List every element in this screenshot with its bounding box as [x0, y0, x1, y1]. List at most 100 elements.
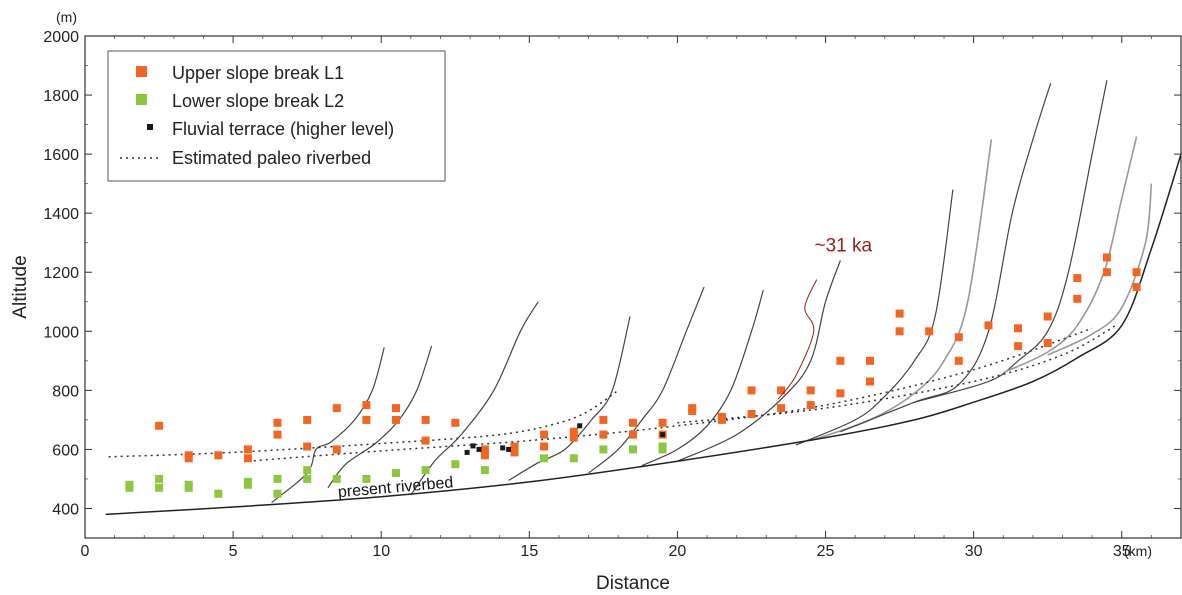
- upper-point: [806, 401, 815, 410]
- upper-point: [569, 433, 578, 442]
- x-tick-label: 15: [520, 543, 538, 560]
- legend-label-paleo: Estimated paleo riverbed: [172, 148, 371, 168]
- upper-point: [688, 407, 697, 415]
- lower-point: [392, 469, 400, 477]
- upper-point: [510, 442, 519, 451]
- upper-point: [1102, 268, 1111, 277]
- legend-label-lower: Lower slope break L2: [172, 91, 344, 111]
- upper-point: [806, 386, 815, 395]
- upper-point: [1132, 268, 1141, 277]
- upper-point: [332, 445, 341, 454]
- upper-point: [421, 415, 430, 424]
- tick-labels: 0 5 10 15 20 25 30 35 400 600 800 1000 1200 1400 1600 1…: [43, 29, 1130, 560]
- terrace-point: [500, 445, 506, 451]
- upper-point: [273, 418, 282, 427]
- upper-point: [629, 430, 637, 439]
- y-tick-label: 400: [52, 501, 79, 518]
- lower-point: [421, 466, 430, 475]
- lower-point: [658, 445, 667, 454]
- upper-point: [421, 436, 430, 445]
- upper-point: [155, 421, 164, 430]
- upper-point: [451, 418, 460, 427]
- upper-point: [777, 386, 786, 395]
- upper-point: [303, 415, 312, 424]
- upper-point: [777, 404, 786, 413]
- y-tick-label: 1000: [43, 324, 79, 341]
- present-riverbed-line: [105, 153, 1182, 516]
- upper-point: [362, 401, 371, 410]
- y-axis-title: Altitude: [10, 255, 31, 318]
- upper-point: [658, 418, 667, 427]
- y-tick-label: 1400: [43, 206, 79, 223]
- paleo-riverbed-line: [247, 327, 1093, 462]
- upper-point: [599, 415, 608, 424]
- lower-point: [303, 474, 312, 483]
- lower-point: [184, 483, 193, 492]
- lower-point: [599, 445, 608, 454]
- y-tick-label: 600: [52, 442, 79, 459]
- upper-point: [954, 333, 963, 342]
- upper-point: [569, 427, 578, 436]
- upper-point: [866, 377, 874, 386]
- lower-point: [273, 474, 282, 483]
- tributary-profile-line: [795, 189, 954, 446]
- terrace-point: [470, 443, 476, 449]
- lower-point: [155, 474, 164, 483]
- y-tick-label: 1600: [43, 147, 79, 164]
- age-annotation: ~31 ka: [815, 236, 873, 257]
- terrace-point: [660, 432, 666, 438]
- y-tick-label: 1800: [43, 88, 79, 105]
- upper-point: [1014, 324, 1023, 333]
- upper-point: [540, 430, 549, 439]
- lower-point: [540, 454, 549, 463]
- lower-point: [303, 466, 312, 475]
- lower-point: [273, 489, 282, 498]
- lower-point: [480, 466, 489, 475]
- x-tick-label: 25: [817, 543, 835, 560]
- upper-point: [540, 442, 549, 451]
- legend-swatch-upper: [136, 66, 147, 77]
- lower-point: [243, 480, 252, 489]
- lower-point: [569, 454, 578, 463]
- axes: [84, 35, 1182, 539]
- lower-point: [214, 489, 223, 498]
- y-tick-label: 2000: [43, 29, 79, 46]
- upper-point: [243, 454, 252, 463]
- paleo-riverbed-line: [108, 389, 619, 458]
- tributary-profile-line: [410, 301, 539, 496]
- tributary-profile-line: [677, 260, 841, 462]
- upper-point: [362, 415, 371, 424]
- upper-point: [747, 410, 756, 418]
- tributary-profile-line: [1047, 183, 1153, 356]
- x-axis-title: Distance: [596, 573, 670, 594]
- upper-point: [184, 454, 193, 463]
- x-tick-label: 30: [965, 543, 983, 560]
- legend-box: [107, 50, 446, 182]
- upper-point: [1073, 274, 1082, 283]
- legend-label-terrace: Fluvial terrace (higher level): [172, 119, 394, 139]
- terrace-point: [577, 423, 583, 429]
- lower-point: [155, 483, 164, 492]
- lower-point: [362, 474, 371, 483]
- upper-point: [895, 309, 904, 318]
- upper-point: [984, 321, 993, 330]
- upper-point: [1014, 342, 1023, 351]
- upper-point: [747, 386, 756, 395]
- upper-point: [214, 451, 223, 460]
- upper-point: [243, 445, 252, 454]
- x-axis-unit: (km): [1124, 543, 1152, 559]
- upper-point: [836, 356, 845, 365]
- y-axis-unit: (m): [56, 9, 77, 25]
- upper-point: [480, 451, 489, 460]
- upper-point: [599, 430, 608, 439]
- x-tick-label: 20: [669, 543, 687, 560]
- upper-point: [273, 430, 282, 439]
- upper-point: [1132, 283, 1141, 291]
- y-tick-label: 1200: [43, 265, 79, 282]
- data-points: [125, 253, 1141, 498]
- lower-point: [332, 474, 341, 483]
- x-tick-label: 35: [1113, 543, 1131, 560]
- y-tick-label: 800: [52, 383, 79, 400]
- upper-point: [866, 356, 874, 365]
